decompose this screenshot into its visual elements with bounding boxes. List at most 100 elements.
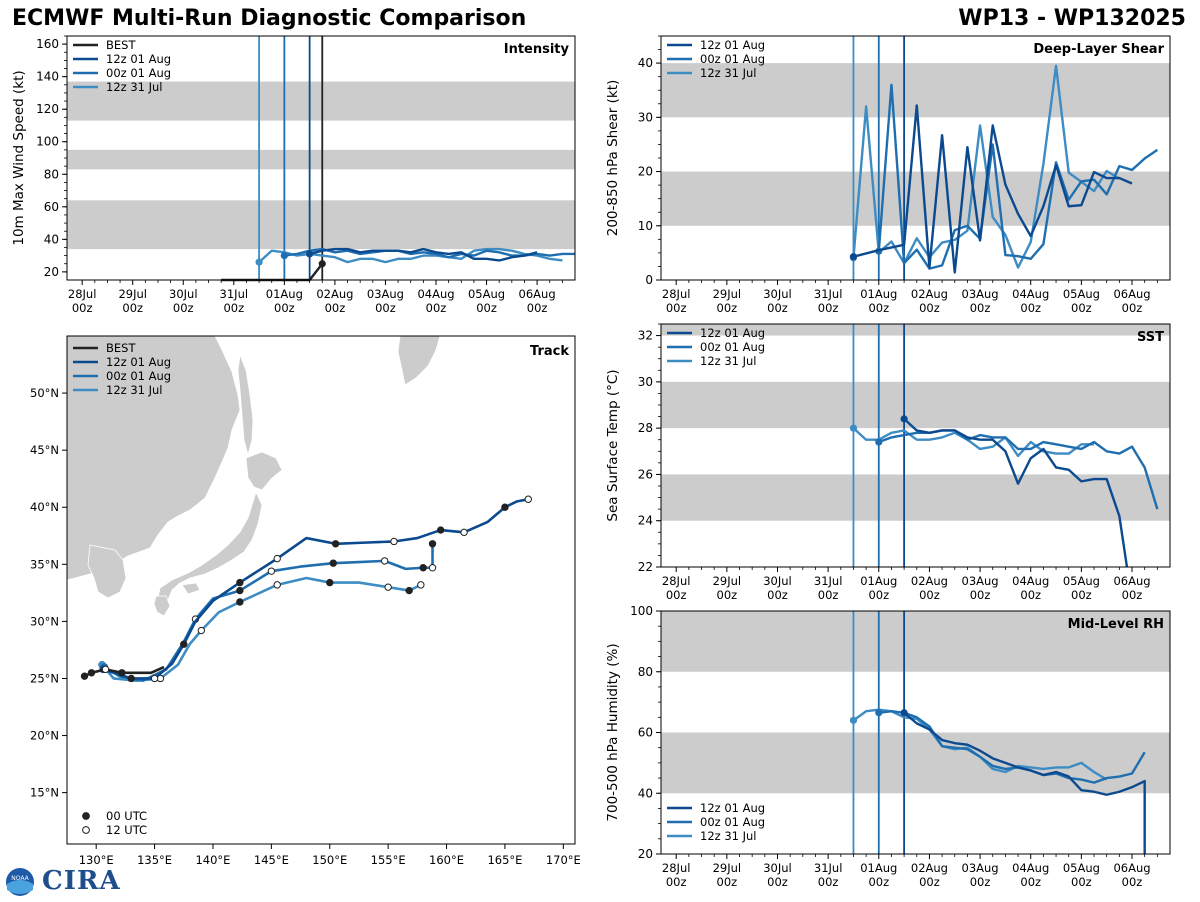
- shear-xtick-hour: 00z: [767, 301, 788, 315]
- track-ytick-label: 20°N: [30, 729, 59, 743]
- intensity-ytick-label: 120: [36, 102, 59, 116]
- sst-ylabel: Sea Surface Temp (°C): [605, 369, 621, 521]
- track-xtick-label: 145°E: [254, 853, 289, 867]
- rh-xtick-hour: 00z: [717, 875, 738, 889]
- intensity-ytick-label: 60: [44, 200, 59, 214]
- track-marker-12utc: [197, 626, 205, 635]
- track-marker-12utc: [273, 581, 281, 589]
- track-marker-00utc: [331, 540, 340, 548]
- shear-xtick-day: 28Jul: [662, 287, 691, 301]
- track-marker-legend-label: 12 UTC: [106, 823, 147, 837]
- track-xtick-label: 160°E: [429, 853, 464, 867]
- track-legend-label: 00z 01 Aug: [106, 369, 171, 383]
- track-marker-00utc: [236, 586, 244, 595]
- shear-xtick-day: 29Jul: [713, 287, 742, 301]
- intensity-ytick-label: 100: [36, 135, 59, 149]
- sst-init-point: [849, 424, 858, 432]
- track-marker-12utc: [460, 528, 468, 537]
- intensity-xtick-hour: 00z: [375, 301, 396, 315]
- sst-xtick-hour: 00z: [767, 588, 788, 602]
- shear-xtick-hour: 00z: [1020, 301, 1041, 315]
- rh-xtick-day: 29Jul: [713, 861, 742, 875]
- track-xtick-label: 165°E: [487, 853, 522, 867]
- track-marker-00utc: [437, 526, 445, 534]
- track-ytick-label: 45°N: [30, 443, 59, 457]
- storm-id: WP13 - WP132025: [958, 6, 1186, 31]
- shear-xtick-day: 30Jul: [763, 287, 792, 301]
- intensity-xtick-day: 31Jul: [220, 287, 249, 301]
- track-xtick-label: 130°E: [79, 853, 114, 867]
- shear-ytick-label: 0: [645, 273, 653, 287]
- rh-series-00z-01-Aug: [878, 710, 1146, 784]
- track-series-12z-31-Jul: [101, 576, 422, 683]
- sst-xtick-day: 01Aug: [860, 574, 897, 588]
- sst-xtick-hour: 00z: [919, 588, 940, 602]
- track-marker-00utc: [80, 672, 89, 680]
- shikoku: [181, 582, 201, 595]
- shear-ytick-label: 10: [638, 219, 653, 233]
- track-marker-00utc: [329, 559, 337, 567]
- shear-xtick-day: 05Aug: [1063, 287, 1100, 301]
- intensity-init-point: [255, 258, 263, 266]
- rh-xtick-day: 31Jul: [814, 861, 843, 875]
- rh-legend-label: 00z 01 Aug: [700, 815, 765, 829]
- intensity-xtick-day: 02Aug: [316, 287, 353, 301]
- intensity-xtick-day: 29Jul: [118, 287, 147, 301]
- rh-band-1: [661, 611, 1170, 672]
- sst-xtick-day: 04Aug: [1012, 574, 1049, 588]
- sst-init-point: [875, 438, 883, 446]
- shear-ytick-label: 20: [638, 165, 653, 179]
- rh-xtick-day: 01Aug: [860, 861, 897, 875]
- track-marker-00utc: [419, 564, 427, 572]
- shear-ylabel: 200-850 hPa Shear (kt): [605, 80, 621, 237]
- rh-legend-label: 12z 01 Aug: [700, 801, 765, 815]
- track-legend-label: BEST: [106, 341, 136, 355]
- track-series-12z-01-Aug: [102, 497, 529, 680]
- hokkaido: [245, 451, 283, 491]
- intensity-band-1: [67, 149, 575, 170]
- cira-logo: NOAA CIRA: [4, 866, 120, 898]
- track-xtick-label: 135°E: [137, 853, 172, 867]
- track-marker-12utc: [384, 583, 392, 591]
- track-ytick-label: 15°N: [30, 786, 59, 800]
- intensity-legend-label: 12z 01 Aug: [106, 52, 171, 66]
- sst-xtick-day: 30Jul: [763, 574, 792, 588]
- sst-xtick-hour: 00z: [970, 588, 991, 602]
- shear-init-point: [849, 253, 858, 261]
- rh-ylabel: 700-500 hPa Humidity (%): [605, 643, 621, 821]
- shear-xtick-day: 04Aug: [1012, 287, 1049, 301]
- intensity-band-0: [67, 200, 575, 250]
- sakhalin: [237, 353, 254, 457]
- rh-xtick-hour: 00z: [970, 875, 991, 889]
- intensity-ytick-label: 80: [44, 167, 59, 181]
- sst-ytick-label: 30: [638, 375, 653, 389]
- track-marker-legend-label: 00 UTC: [106, 809, 147, 823]
- track-xtick-label: 170°E: [546, 853, 581, 867]
- intensity-xtick-hour: 00z: [476, 301, 497, 315]
- intensity-xtick-hour: 00z: [122, 301, 143, 315]
- track-legend-label: 12z 31 Jul: [106, 383, 163, 397]
- intensity-xtick-day: 28Jul: [68, 287, 97, 301]
- noaa-text: NOAA: [11, 875, 29, 882]
- shear-series-12z-01-Aug: [853, 104, 1133, 274]
- track-marker-legend-symbol: [82, 812, 90, 820]
- rh-xtick-day: 30Jul: [763, 861, 792, 875]
- sst-xtick-day: 31Jul: [814, 574, 843, 588]
- rh-ytick-label: 80: [638, 665, 653, 679]
- shear-xtick-hour: 00z: [919, 301, 940, 315]
- rh-xtick-day: 03Aug: [962, 861, 999, 875]
- track-marker-00utc: [127, 674, 135, 683]
- sst-xtick-day: 06Aug: [1113, 574, 1150, 588]
- sst-ytick-label: 24: [638, 514, 653, 528]
- track-xtick-label: 150°E: [312, 853, 347, 867]
- track-marker-00utc: [428, 540, 437, 548]
- shear-xtick-hour: 00z: [666, 301, 687, 315]
- sst-xtick-hour: 00z: [1071, 588, 1092, 602]
- intensity-xtick-hour: 00z: [223, 301, 244, 315]
- intensity-xtick-day: 03Aug: [367, 287, 404, 301]
- rh-xtick-day: 04Aug: [1012, 861, 1049, 875]
- track-ytick-label: 30°N: [30, 614, 59, 628]
- shear-ytick-label: 30: [638, 110, 653, 124]
- track-title: Track: [530, 344, 569, 359]
- shear-legend-label: 12z 01 Aug: [700, 38, 765, 52]
